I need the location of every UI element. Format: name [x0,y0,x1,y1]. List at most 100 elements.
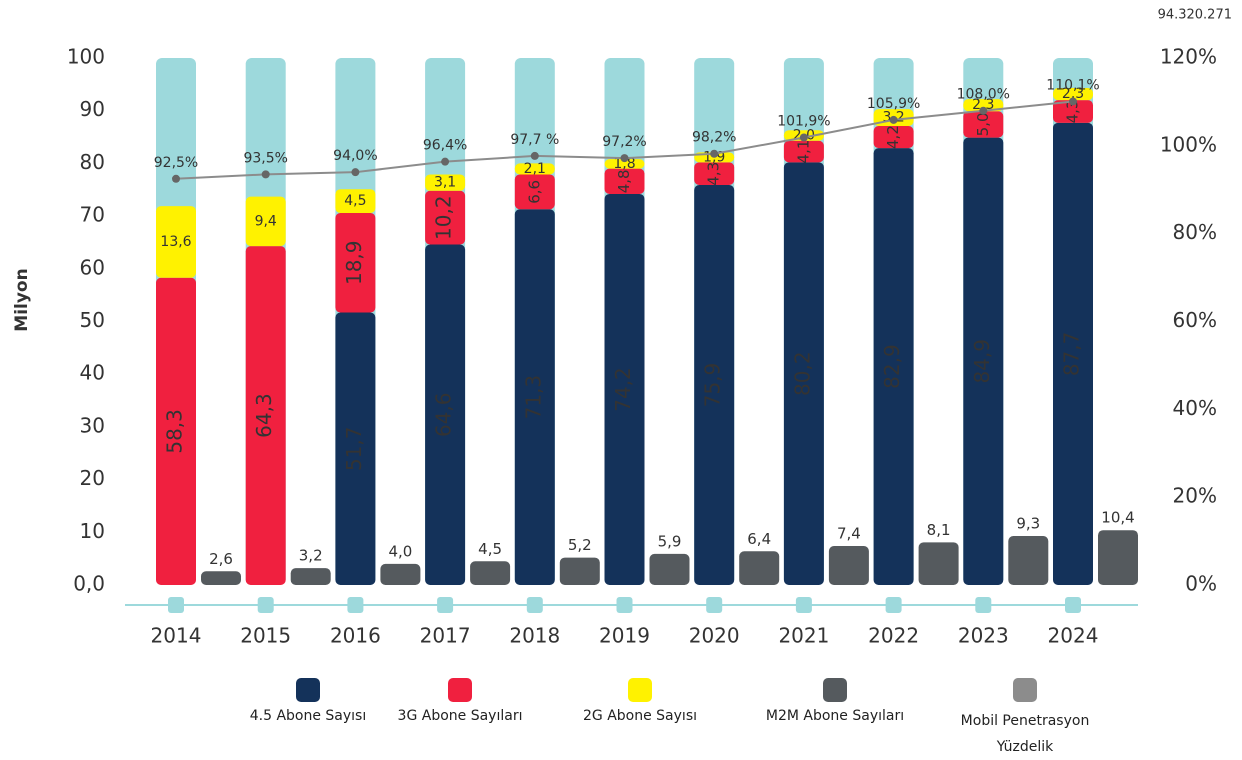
legend-label: M2M Abone Sayıları [765,708,905,724]
line-label: 94,0% [333,148,377,164]
legend-label: 3G Abone Sayıları [397,708,523,724]
x-marker [257,597,274,613]
bar-segment [335,189,376,213]
legend-swatch [1013,678,1037,702]
y-tick-label: 40 [80,361,105,385]
bar-segment [425,190,466,245]
line-label: 97,7 % [510,132,559,148]
value-label: 10,4 [1101,509,1134,527]
line-label: 92,5% [154,155,198,171]
legend-label: 4.5 Abone Sayısı [249,708,367,724]
legend-entry: 3G Abone Sayıları [365,678,555,724]
value-label: 74,2 [611,367,635,412]
y2-tick-label: 120% [1160,45,1217,69]
x-tick-label: 2018 [509,624,560,648]
value-label: 4,5 [344,193,366,209]
x-tick-label: 2016 [330,624,381,648]
legend-swatch [296,678,320,702]
y-axis-label: Milyon [12,268,32,331]
value-label: 6,4 [747,530,771,548]
value-label: 4,1 [794,140,812,164]
value-label: 4,0 [388,542,412,560]
legend-swatch [628,678,652,702]
value-label: 18,9 [342,240,366,285]
value-label: 4,2 [884,125,902,149]
line-label: 110,1% [1046,77,1099,93]
value-label: 84,9 [970,339,994,384]
y-tick-label: 30 [80,413,105,437]
m2m-bar [470,561,511,585]
value-label: 64,6 [432,393,456,438]
x-marker [1065,597,1081,613]
bar-segment [604,168,645,194]
value-label: 9,4 [255,213,277,229]
bar-segment [156,206,196,278]
x-tick-label: 2023 [958,624,1009,648]
legend-entry: Mobil Penetrasyon Yüzdelik [930,678,1120,760]
bar-segment [963,111,1004,138]
bar-segment [514,209,555,585]
bar-segment [873,125,914,149]
x-marker [795,597,812,613]
legend-label: 2G Abone Sayısı [583,708,697,724]
bar-segment [604,159,645,169]
line-label: 96,4% [423,138,467,154]
bar-segment [604,193,645,585]
line-point [351,168,360,177]
x-tick-label: 2021 [778,624,829,648]
y-tick-label: 10 [80,519,105,543]
bar-segment [783,162,824,585]
value-label: 5,0 [974,112,992,136]
line-label: 97,2% [602,134,646,150]
line-point [799,133,808,142]
x-tick-label: 2024 [1048,624,1099,648]
x-tick-label: 2019 [599,624,650,648]
y2-tick-label: 40% [1173,396,1217,420]
x-tick-label: 2017 [420,624,471,648]
value-label: 64,3 [252,393,276,438]
line-label: 105,9% [867,96,920,112]
m2m-bar [290,568,331,585]
x-marker [526,597,543,613]
line-label: 93,5% [243,150,287,166]
bar-segment [514,163,555,175]
m2m-bar [739,551,780,585]
m2m-bar [1008,535,1049,585]
line-label: 108,0% [957,87,1010,103]
value-label: 4,3 [705,162,723,186]
value-label: 5,2 [568,536,592,554]
bar-segment [245,246,286,585]
value-label: 71,3 [521,375,545,420]
line-point [889,115,898,124]
bar-segment [963,137,1004,585]
m2m-bar [828,546,869,585]
line-label: 101,9% [777,113,830,129]
x-tick-label: 2020 [689,624,740,648]
x-tick-label: 2015 [240,624,291,648]
value-label: 51,7 [342,427,366,472]
line-point [620,154,629,163]
x-marker [706,597,723,613]
y2-tick-label: 60% [1173,308,1217,332]
line-point [979,106,988,115]
y-tick-label: 60 [80,255,105,279]
x-marker [347,597,364,613]
chart: 94.320.271 Milyon 0,0 10 20 30 40 50 60 70 80 90 1… [12,8,1232,648]
x-tick-label: 2022 [868,624,919,648]
m2m-bar [918,542,959,585]
x-marker [616,597,633,613]
legend-label: Mobil Penetrasyon Yüzdelik [960,713,1090,755]
value-label: 3,2 [299,547,323,565]
y2-tick-label: 0% [1185,572,1217,596]
line-point [1069,97,1077,106]
x-marker [437,597,454,613]
legend-entry: 4.5 Abone Sayısı [213,678,403,724]
value-label: 6,6 [525,180,543,204]
legend-swatch [448,678,472,702]
bar-segment [783,140,824,163]
bar-segment [694,185,735,585]
value-label: 2,1 [524,161,546,177]
value-label: 10,2 [432,195,456,240]
bar-segment [335,212,376,313]
